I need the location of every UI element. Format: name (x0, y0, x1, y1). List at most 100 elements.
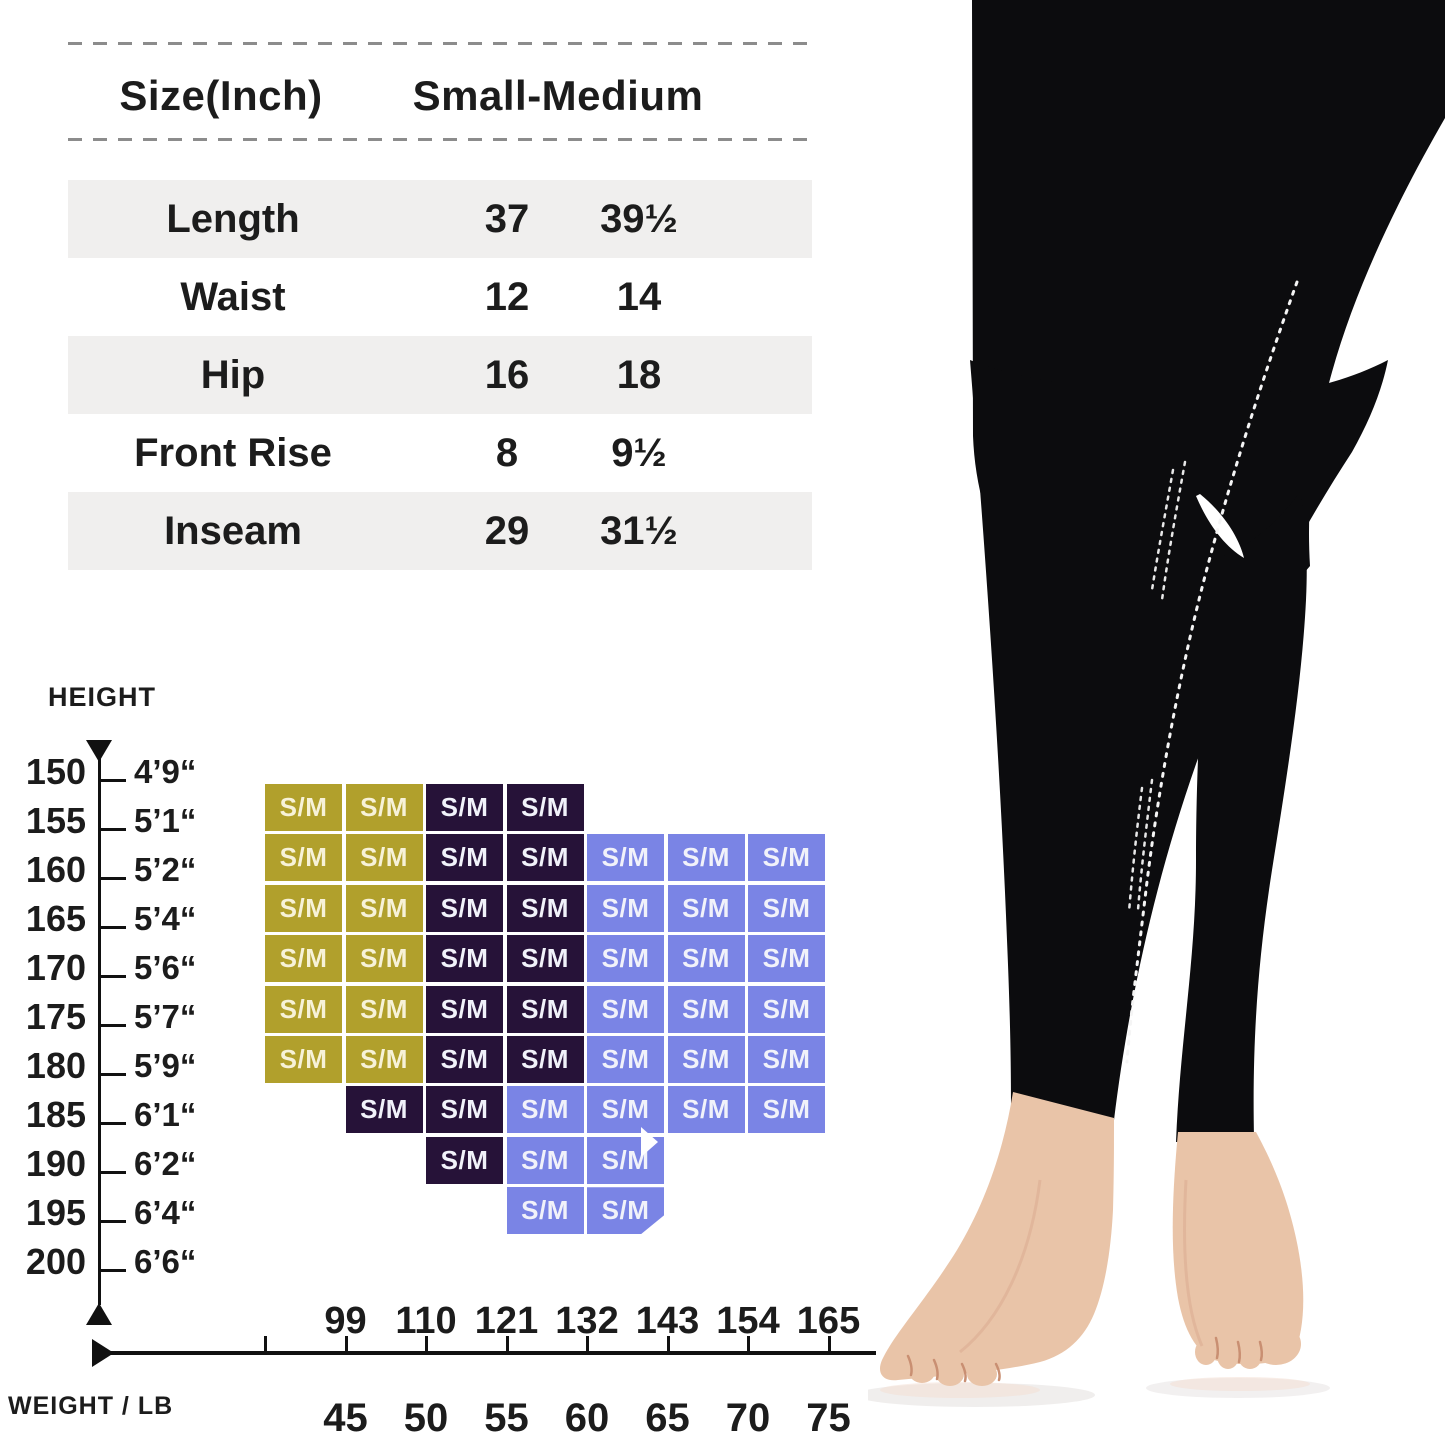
height-tick-mark (100, 1122, 126, 1125)
fit-cell: S/M (506, 784, 584, 831)
table-bottom-dashed-divider (68, 138, 812, 141)
height-ft-label: 6’6“ (134, 1243, 197, 1280)
fit-cell: S/M (506, 935, 584, 983)
leggings-back-leg (1176, 492, 1307, 1142)
fit-cell: S/M (426, 1086, 503, 1134)
weight-tick-mark (586, 1336, 589, 1352)
height-ft-label: 4’9“ (134, 753, 197, 790)
fit-cell: S/M (587, 985, 664, 1033)
rhinestone-cluster (1127, 460, 1187, 914)
weight-tick-mark (264, 1336, 267, 1352)
fit-cell: S/M (265, 1036, 342, 1083)
height-cm-label: 175 (25, 996, 86, 1037)
fit-cell: S/M (345, 935, 423, 983)
fit-cell: S/M (748, 884, 825, 932)
medium-value: 39½ (600, 197, 678, 241)
medium-value: 9½ (611, 431, 667, 475)
fit-cell: S/M (587, 1036, 664, 1083)
height-tick-mark (100, 779, 126, 782)
weight-tick-mark (425, 1336, 428, 1352)
medium-value: 31½ (600, 509, 678, 553)
weight-lb-label: 154 (716, 1300, 780, 1342)
front-foot (879, 1092, 1114, 1381)
fit-cell: S/M (667, 1086, 745, 1134)
weight-tick-mark (827, 1336, 831, 1352)
height-tick-mark (100, 1073, 126, 1076)
weight-lb-label: 110 (395, 1300, 457, 1342)
height-ft-label: 5’1“ (134, 802, 197, 839)
fit-cell: S/M (587, 884, 664, 932)
thigh-gap-highlight (1196, 494, 1244, 558)
fit-cell: S/M (667, 935, 745, 983)
height-ft-label: 5’2“ (134, 851, 197, 888)
fit-cell: S/M (345, 784, 423, 831)
height-tick-mark (100, 1171, 126, 1174)
front-foot-toe (936, 1362, 964, 1386)
fit-cell: S/M (265, 834, 342, 882)
product-photo (868, 0, 1445, 1407)
height-cm-label: 165 (25, 898, 86, 939)
fit-cell: S/M (265, 784, 342, 831)
height-ft-label: 6’2“ (134, 1145, 197, 1182)
fit-cell: S/M (265, 985, 342, 1033)
weight-lb-label: 121 (474, 1300, 539, 1342)
front-foot-toe (909, 1361, 935, 1383)
rhinestone-stripe (1125, 280, 1299, 1064)
weight-kg-label: 45 (323, 1396, 368, 1440)
back-foot-shading (1183, 1179, 1204, 1347)
small-value: 12 (484, 275, 530, 319)
fit-cell: S/M (426, 935, 503, 983)
front-foot-shading (959, 1179, 1042, 1354)
height-axis-title: HEIGHT (48, 682, 157, 712)
fit-cell: S/M (426, 1036, 503, 1083)
floor-reflection (1170, 1377, 1310, 1391)
fit-cell: S/M (506, 985, 584, 1033)
small-value: 29 (484, 509, 530, 553)
height-cm-label: 170 (25, 947, 86, 988)
fit-cell: S/M (506, 1036, 584, 1083)
fit-cell: S/M (426, 985, 503, 1033)
front-foot-toe-lines (906, 1354, 1001, 1383)
height-ft-label: 5’7“ (134, 998, 197, 1035)
weight-kg-label: 75 (806, 1396, 851, 1440)
height-axis-line (98, 757, 101, 1305)
size-range-header: Small-Medium (412, 72, 704, 119)
leggings-front-leg (970, 360, 1388, 1120)
fit-cell: S/M (506, 834, 584, 882)
height-ft-label: 6’4“ (134, 1194, 197, 1231)
height-cm-label: 190 (25, 1143, 86, 1184)
height-tick-mark (100, 1024, 126, 1027)
size-table-row: Waist 12 14 (68, 258, 812, 336)
weight-lb-label: 99 (324, 1300, 367, 1342)
size-column-header: Size(Inch) (119, 72, 323, 119)
fit-cell: S/M (426, 1136, 503, 1184)
height-ft-label: 6’1“ (134, 1096, 197, 1133)
fit-cell: S/M (748, 834, 825, 882)
height-cm-label: 155 (25, 800, 86, 841)
fit-cell: S/M (587, 1086, 664, 1134)
weight-tick-mark (747, 1336, 750, 1352)
weight-kg-label: 60 (564, 1396, 610, 1440)
fit-cell: S/M (506, 884, 584, 932)
weight-tick-mark (666, 1336, 670, 1352)
measure-label: Waist (180, 275, 286, 319)
fit-cell: S/M (587, 935, 664, 983)
fit-cell: S/M (506, 1187, 584, 1235)
table-top-dashed-divider (68, 42, 812, 45)
weight-kg-label: 50 (403, 1396, 449, 1440)
fit-cell: S/M (748, 985, 825, 1033)
cursor-arrow-artifact (641, 1127, 658, 1157)
fit-cell: S/M (748, 935, 825, 983)
height-ft-label: 5’6“ (134, 949, 197, 986)
weight-axis-left-arrow-icon (92, 1339, 114, 1367)
fit-cell: S/M (345, 985, 423, 1033)
fit-cell: S/M (426, 884, 503, 932)
front-foot-toe (967, 1362, 997, 1386)
fit-cell: S/M (667, 834, 745, 882)
fit-cell: S/M (426, 784, 503, 831)
weight-lb-label: 165 (796, 1300, 861, 1342)
fit-cell: S/M (506, 1136, 584, 1184)
back-foot-toe (1217, 1343, 1239, 1369)
back-foot-toe-lines (1214, 1336, 1264, 1364)
height-cm-label: 180 (25, 1045, 86, 1086)
